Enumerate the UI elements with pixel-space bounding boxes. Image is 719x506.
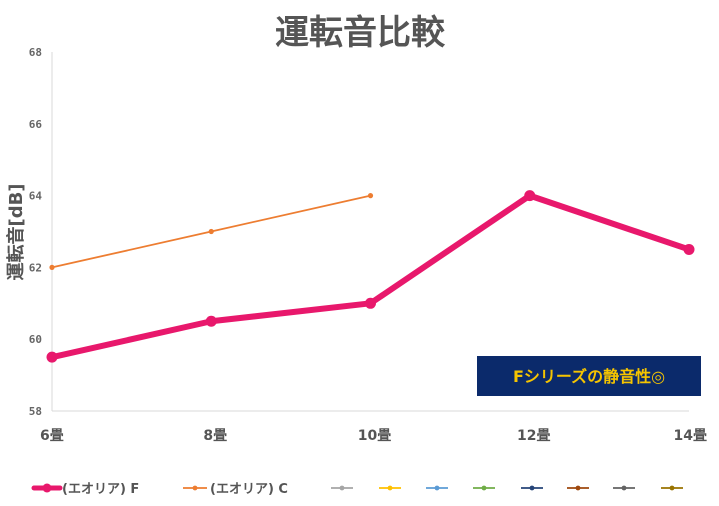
y-tick-label: 60 xyxy=(29,333,42,346)
legend: (エオリア) F (エオリア) C xyxy=(31,482,683,497)
y-tick-label: 58 xyxy=(29,405,42,418)
data-point xyxy=(208,228,214,235)
legend-marker xyxy=(192,485,198,491)
legend-marker xyxy=(575,485,581,491)
plot-area xyxy=(46,190,695,363)
series-line xyxy=(49,192,692,361)
legend-marker xyxy=(621,485,627,491)
data-point xyxy=(365,297,376,309)
annotation-box xyxy=(477,356,701,396)
y-tick-label: 62 xyxy=(29,261,42,274)
y-axis-label: 運転音[dB] xyxy=(5,183,27,280)
annotation-badge: Fシリーズの静音性◎ xyxy=(477,356,701,396)
x-tick-label: 12畳 xyxy=(517,428,550,444)
legend-marker xyxy=(434,485,440,491)
y-tick-label: 68 xyxy=(29,46,42,59)
y-tick-label: 66 xyxy=(29,118,43,131)
annotation-text: Fシリーズの静音性◎ xyxy=(513,367,665,386)
legend-marker xyxy=(669,485,675,491)
x-tick-label: 6畳 xyxy=(40,428,64,444)
legend-marker xyxy=(42,483,52,493)
legend-label: (エオリア) F xyxy=(62,482,139,497)
x-tick-label: 8畳 xyxy=(203,428,227,444)
legend-marker xyxy=(481,485,487,491)
data-point xyxy=(683,243,695,255)
legend-marker xyxy=(339,485,345,491)
data-point xyxy=(367,193,374,199)
data-point xyxy=(46,351,58,363)
legend-marker xyxy=(387,485,393,491)
legend-marker xyxy=(529,485,535,491)
x-tick-label: 14畳 xyxy=(674,428,707,444)
y-tick-label: 64 xyxy=(29,190,43,203)
legend-label: (エオリア) C xyxy=(210,482,288,497)
data-point xyxy=(524,190,536,202)
x-ticks: 6畳 8畳 10畳 12畳 14畳 xyxy=(40,428,707,444)
chart-title: 運転音比較 xyxy=(275,13,446,53)
x-tick-label: 10畳 xyxy=(358,428,391,444)
data-point xyxy=(205,315,217,327)
data-point xyxy=(49,264,55,270)
y-ticks: 58 60 62 64 66 68 xyxy=(29,46,43,418)
